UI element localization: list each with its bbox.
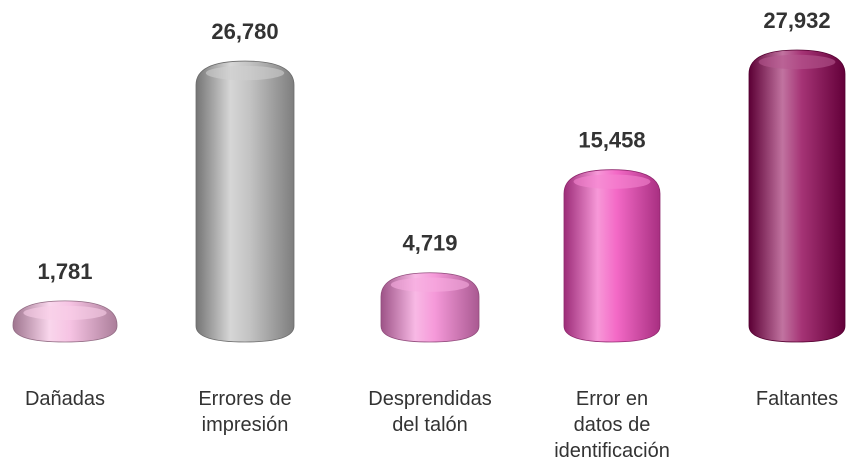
cylinder-top: [205, 65, 285, 81]
category-label: Desprendidas del talón: [368, 388, 492, 436]
cylinder: [563, 169, 661, 343]
cylinder-top: [573, 174, 651, 189]
cylinder-top: [23, 305, 107, 321]
cylinder: [748, 49, 846, 343]
value-label: 1,781: [37, 259, 92, 284]
value-label: 4,719: [402, 231, 457, 256]
category-label: Dañadas: [24, 388, 106, 410]
category-label: Error en datos de identificación: [554, 388, 670, 462]
category-label: Errores de impresión: [198, 388, 292, 436]
cylinder-top: [390, 277, 470, 292]
value-label: 26,780: [211, 19, 278, 44]
cylinder-top: [758, 54, 836, 70]
value-label: 27,932: [763, 8, 830, 33]
cylinder: [195, 60, 295, 343]
value-label: 15,458: [578, 128, 645, 153]
category-label: Faltantes: [755, 388, 839, 410]
